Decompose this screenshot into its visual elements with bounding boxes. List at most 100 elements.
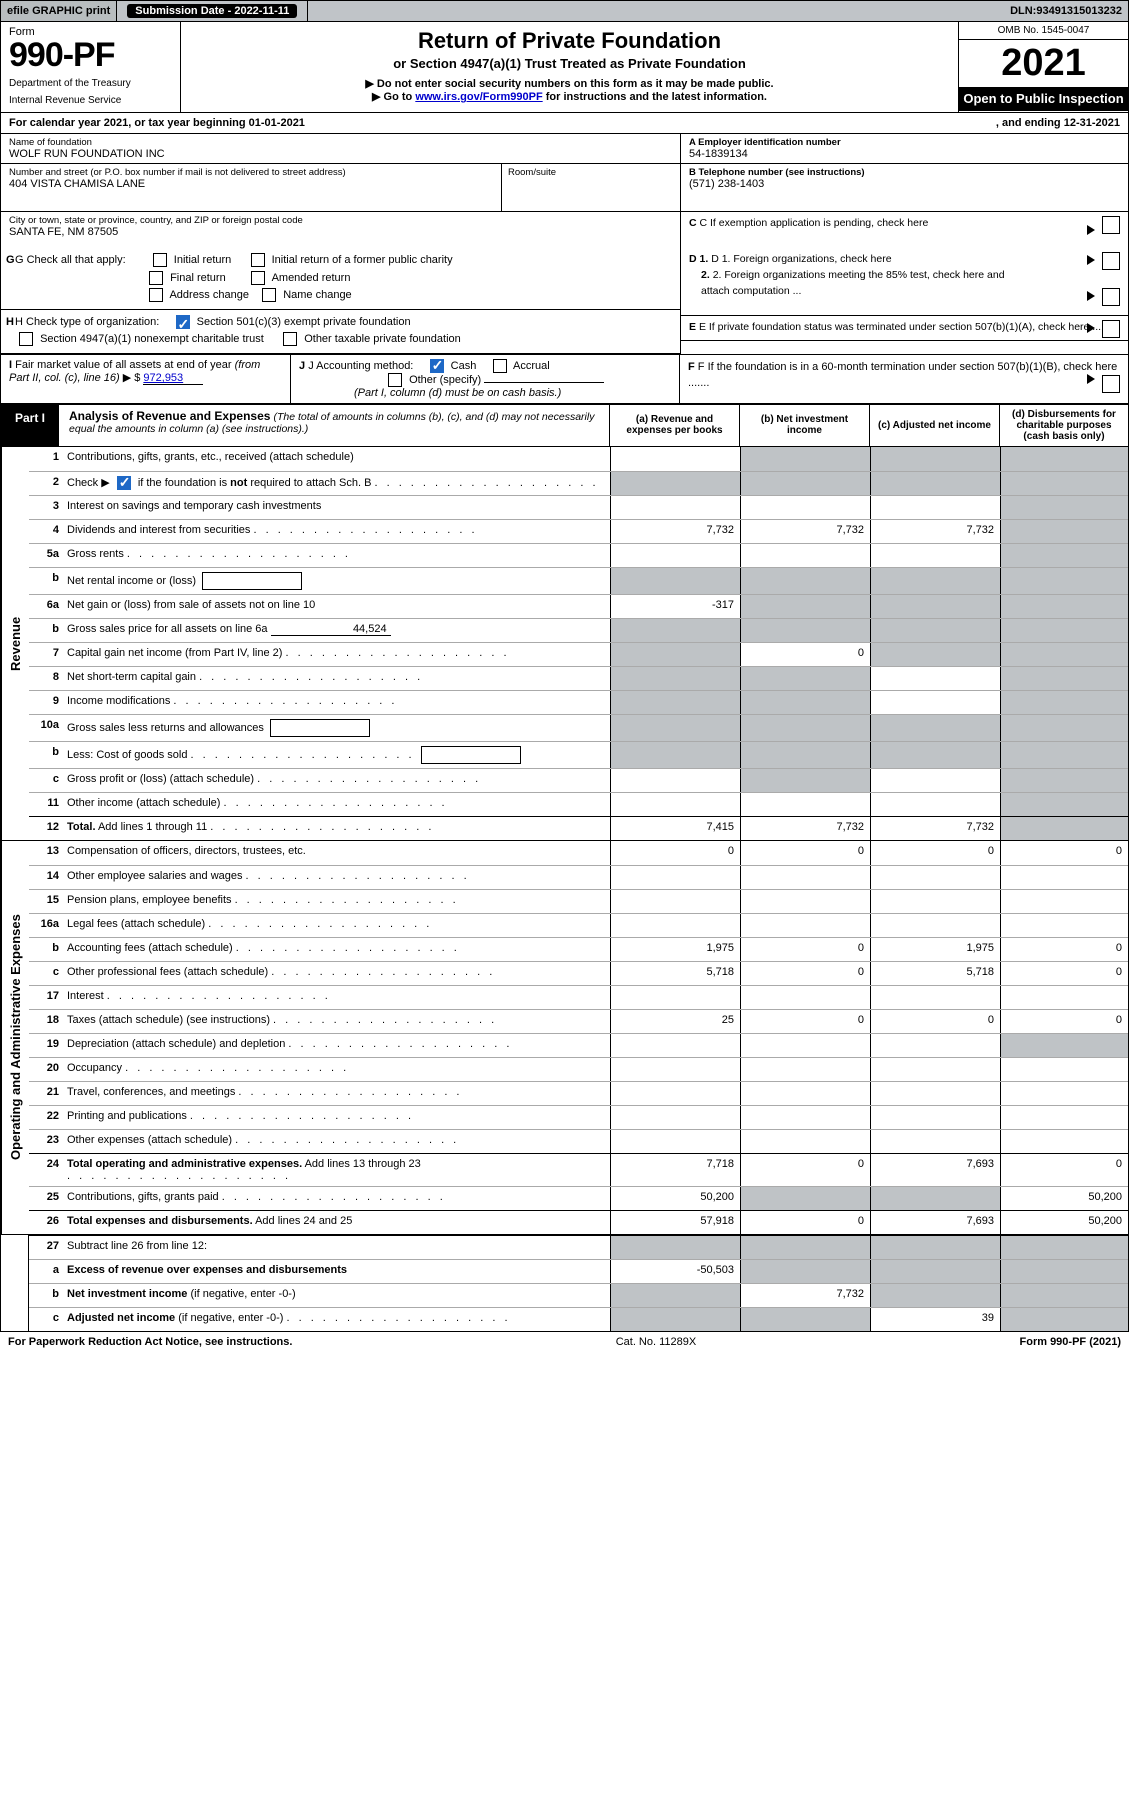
cell-b [740,619,870,642]
cell-b: 0 [740,841,870,865]
cell-b: 0 [740,1211,870,1234]
cell-a [610,1308,740,1331]
cash-checkbox[interactable] [430,359,444,373]
cell-d [1000,715,1128,741]
row-number: 1 [29,447,67,471]
4947a1-checkbox[interactable] [19,332,33,346]
cell-d [1000,472,1128,495]
table-row: 17Interest [29,985,1128,1009]
table-row: cGross profit or (loss) (attach schedule… [29,768,1128,792]
foundation-name-row: Name of foundation WOLF RUN FOUNDATION I… [1,134,680,164]
name-change-checkbox[interactable] [262,288,276,302]
cell-c [870,619,1000,642]
cell-b [740,568,870,594]
cell-c [870,866,1000,889]
row-number: 22 [29,1106,67,1129]
cell-c [870,544,1000,567]
schb-checkbox[interactable] [117,476,131,490]
cell-a [610,742,740,768]
col-b-head: (b) Net investment income [740,405,870,446]
cell-d [1000,496,1128,519]
amended-return-checkbox[interactable] [251,271,265,285]
row-number: 17 [29,986,67,1009]
foreign-org-checkbox[interactable] [1102,252,1120,270]
501c3-checkbox[interactable] [176,315,190,329]
ijf-row: I Fair market value of all assets at end… [0,355,1129,404]
accrual-checkbox[interactable] [493,359,507,373]
row-number: 5a [29,544,67,567]
row-description: Net investment income (if negative, ente… [67,1284,610,1307]
cell-a [610,1130,740,1153]
table-row: 24Total operating and administrative exp… [29,1153,1128,1186]
revenue-side-label: Revenue [1,447,29,840]
foreign-85-checkbox[interactable] [1102,288,1120,306]
omb-number: OMB No. 1545-0047 [959,22,1128,40]
row-number: 3 [29,496,67,519]
cell-c [870,472,1000,495]
cell-b [740,691,870,714]
table-row: 1Contributions, gifts, grants, etc., rec… [29,447,1128,471]
address-change-checkbox[interactable] [149,288,163,302]
part1-title: Analysis of Revenue and Expenses (The to… [59,405,610,446]
page-footer: For Paperwork Reduction Act Notice, see … [0,1332,1129,1352]
row-description: Dividends and interest from securities [67,520,610,543]
g-row: G G Check all that apply: Initial return… [1,248,680,310]
cell-b [740,1260,870,1283]
inline-input[interactable] [270,719,370,737]
row-number: 24 [29,1154,67,1186]
row-description: Subtract line 26 from line 12: [67,1236,610,1259]
efile-text: efile GRAPHIC print [7,5,110,17]
cell-c: 0 [870,1010,1000,1033]
table-row: bAccounting fees (attach schedule) 1,975… [29,937,1128,961]
cell-c [870,643,1000,666]
cell-d: 50,200 [1000,1187,1128,1210]
cell-a [610,544,740,567]
other-taxable-checkbox[interactable] [283,332,297,346]
cell-b [740,496,870,519]
part1-tab: Part I [1,405,59,446]
initial-return-checkbox[interactable] [153,253,167,267]
row-number: 4 [29,520,67,543]
city-row: City or town, state or province, country… [1,212,680,242]
exemption-checkbox[interactable] [1102,216,1120,234]
cell-b: 0 [740,643,870,666]
table-row: 22Printing and publications [29,1105,1128,1129]
form-title: Return of Private Foundation [191,28,948,54]
irs-link[interactable]: www.irs.gov/Form990PF [415,91,542,103]
cell-b [740,1082,870,1105]
header-right: OMB No. 1545-0047 2021 Open to Public In… [958,22,1128,112]
exemption-pending-row: C C If exemption application is pending,… [681,212,1128,248]
cell-a [610,568,740,594]
room-suite-col: Room/suite [501,164,681,211]
table-row: 23Other expenses (attach schedule) [29,1129,1128,1153]
row-number: 11 [29,793,67,816]
inline-input[interactable] [202,572,302,590]
cell-a [610,1284,740,1307]
row-description: Net short-term capital gain [67,667,610,690]
cell-b [740,1034,870,1057]
cell-a [610,1106,740,1129]
fmv-link[interactable]: 972,953 [143,372,203,385]
row-number: 23 [29,1130,67,1153]
tax-year: 2021 [959,40,1128,87]
table-row: 15Pension plans, employee benefits [29,889,1128,913]
row-number: c [29,769,67,792]
other-method-checkbox[interactable] [388,373,402,387]
f-checkbox[interactable] [1102,375,1120,393]
cell-c [870,1106,1000,1129]
cell-c [870,1236,1000,1259]
cell-c [870,1130,1000,1153]
e-checkbox[interactable] [1102,320,1120,338]
cell-c [870,1260,1000,1283]
row-description: Interest [67,986,610,1009]
cell-c [870,691,1000,714]
cell-a [610,986,740,1009]
table-row: aExcess of revenue over expenses and dis… [29,1259,1128,1283]
col-c-head: (c) Adjusted net income [870,405,1000,446]
inline-input[interactable] [421,746,521,764]
initial-former-checkbox[interactable] [251,253,265,267]
cell-d [1000,866,1128,889]
cell-b [740,447,870,471]
final-return-checkbox[interactable] [149,271,163,285]
cell-c [870,715,1000,741]
